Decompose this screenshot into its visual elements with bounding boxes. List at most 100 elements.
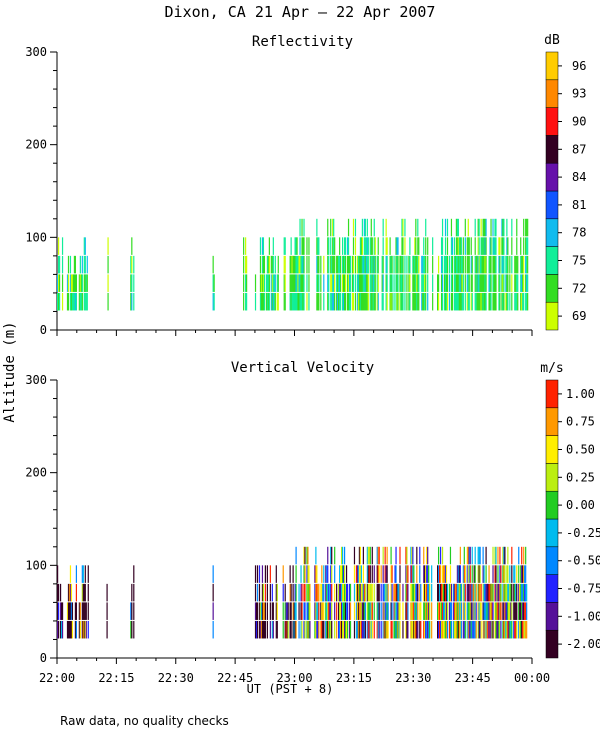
data-cell xyxy=(478,620,480,639)
data-cell xyxy=(506,583,508,602)
data-cell xyxy=(442,620,445,639)
data-cell xyxy=(381,292,383,311)
data-cell xyxy=(345,620,348,639)
data-cell xyxy=(330,218,332,237)
data-cell xyxy=(470,292,472,311)
data-cell xyxy=(369,237,371,255)
data-cell xyxy=(376,292,378,311)
data-cell xyxy=(292,620,294,639)
data-cell xyxy=(482,583,484,602)
data-cell xyxy=(484,583,486,602)
data-cell xyxy=(401,237,403,255)
data-cell xyxy=(439,546,442,565)
data-cell xyxy=(344,274,347,292)
data-cell xyxy=(476,292,478,311)
data-cell xyxy=(291,255,293,274)
data-cell xyxy=(411,602,413,620)
data-cell xyxy=(81,620,83,639)
data-cell xyxy=(506,292,508,311)
data-cell xyxy=(262,292,265,311)
data-cell xyxy=(327,583,329,602)
colorbar-tick-label: -0.25 xyxy=(566,526,600,540)
data-cell xyxy=(466,255,468,274)
data-cell xyxy=(301,274,303,292)
data-cell xyxy=(459,583,461,602)
data-cell xyxy=(444,274,447,292)
data-cell xyxy=(328,255,330,274)
data-cell xyxy=(402,218,404,237)
data-cell xyxy=(261,255,264,274)
data-cell xyxy=(70,292,73,311)
data-cell xyxy=(460,620,462,639)
data-cell xyxy=(330,583,332,602)
data-cell xyxy=(349,602,352,620)
data-cell xyxy=(271,274,273,292)
data-cell xyxy=(377,546,379,565)
data-cell xyxy=(464,274,466,292)
data-cell xyxy=(246,255,248,274)
data-cell xyxy=(329,583,331,602)
data-cell xyxy=(438,602,441,620)
data-cell xyxy=(467,274,469,292)
data-cell xyxy=(299,255,301,274)
data-cell xyxy=(497,546,499,565)
data-cell xyxy=(389,292,391,311)
data-cell xyxy=(327,620,329,639)
data-cell xyxy=(352,237,355,255)
data-cell xyxy=(69,583,72,602)
data-cell xyxy=(416,255,418,274)
data-cell xyxy=(327,274,329,292)
data-cell xyxy=(364,620,366,639)
data-cell xyxy=(464,602,466,620)
data-cell xyxy=(469,546,471,565)
data-cell xyxy=(441,565,444,583)
data-cell xyxy=(338,274,340,292)
data-cell xyxy=(316,255,318,274)
data-cell xyxy=(477,546,479,565)
data-cell xyxy=(393,274,395,292)
data-cell xyxy=(475,292,477,311)
data-cell xyxy=(513,602,515,620)
data-cell xyxy=(485,583,487,602)
data-cell xyxy=(67,292,70,311)
data-cell xyxy=(463,583,465,602)
data-cell xyxy=(455,292,458,311)
colorbar-swatch xyxy=(545,518,559,548)
data-cell xyxy=(376,583,378,602)
data-cell xyxy=(492,274,494,292)
data-cell xyxy=(489,602,491,620)
data-cell xyxy=(382,255,384,274)
data-cell xyxy=(358,620,361,639)
data-cell xyxy=(478,255,480,274)
data-cell xyxy=(471,255,473,274)
data-cell xyxy=(365,274,367,292)
data-cell xyxy=(495,620,497,639)
data-cell xyxy=(462,274,464,292)
data-cell xyxy=(395,620,397,639)
data-cell xyxy=(386,274,388,292)
data-cell xyxy=(343,565,346,583)
data-cell xyxy=(295,620,297,639)
data-cell xyxy=(522,602,524,620)
data-cell xyxy=(287,620,289,639)
data-cell xyxy=(450,255,453,274)
data-cell xyxy=(304,546,306,565)
data-cell xyxy=(483,583,485,602)
data-cell xyxy=(323,583,325,602)
data-cell xyxy=(510,583,512,602)
data-cell xyxy=(446,255,449,274)
data-cell xyxy=(481,237,483,255)
data-cell xyxy=(478,274,480,292)
data-cell xyxy=(363,292,365,311)
data-cell xyxy=(477,620,479,639)
data-cell xyxy=(354,292,357,311)
data-cell xyxy=(391,602,393,620)
data-cell xyxy=(478,602,480,620)
data-cell xyxy=(368,546,370,565)
data-cell xyxy=(450,292,453,311)
data-cell xyxy=(362,602,364,620)
data-cell xyxy=(376,602,378,620)
colorbar-tick-label: 81 xyxy=(572,198,586,212)
data-cell xyxy=(75,583,78,602)
